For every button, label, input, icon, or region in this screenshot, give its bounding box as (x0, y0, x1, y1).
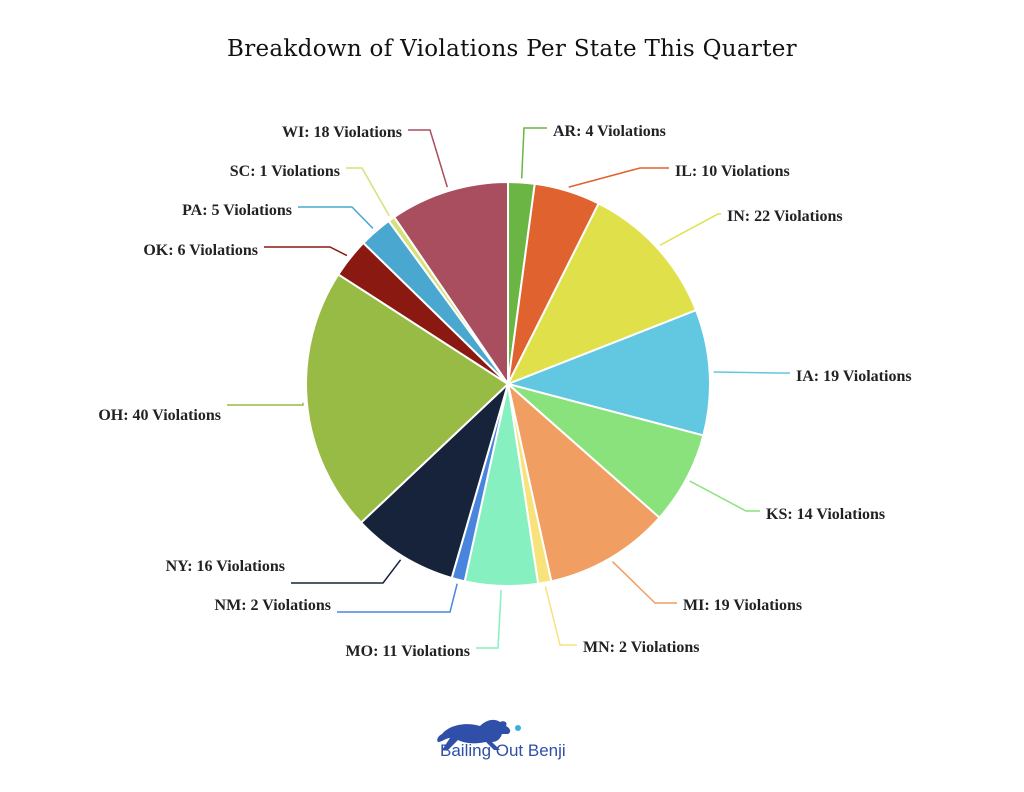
chart-title: Breakdown of Violations Per State This Q… (227, 36, 797, 62)
running-dog-icon (437, 719, 521, 750)
leader-lines (227, 127, 790, 649)
leader-line-ok (264, 246, 348, 257)
slice-labels: AR: 4 Violations IL: 10 Violations IN: 22 … (98, 123, 911, 660)
slice-label-ia: IA: 19 Violations (796, 368, 912, 385)
pie-slice-mi (506, 381, 661, 583)
slice-label-oh: OH: 40 Violations (98, 407, 221, 424)
slice-label-mn: MN: 2 Violations (583, 639, 699, 656)
slice-label-ks: KS: 14 Violations (766, 506, 885, 523)
leader-line-mo (476, 589, 502, 649)
pie-slices (305, 180, 711, 587)
slice-label-il: IL: 10 Violations (675, 163, 790, 180)
leader-line-nm (337, 583, 458, 613)
slice-label-mi: MI: 19 Violations (683, 597, 802, 614)
leader-line-ny (291, 559, 402, 584)
leader-line-in (659, 213, 721, 246)
leader-line-ia (713, 371, 790, 374)
slice-label-ny: NY: 16 Violations (166, 558, 285, 575)
pie-slice-ny (359, 380, 510, 580)
slice-label-pa: PA: 5 Violations (182, 202, 292, 219)
pie-slice-wi (392, 180, 509, 388)
leader-line-sc (346, 167, 390, 217)
pie-slice-in (505, 202, 698, 386)
leader-line-il (568, 167, 669, 188)
slice-label-nm: NM: 2 Violations (215, 597, 331, 614)
leader-line-pa (298, 206, 374, 229)
leader-line-wi (408, 129, 448, 188)
slice-label-sc: SC: 1 Violations (230, 163, 340, 180)
slice-label-ok: OK: 6 Violations (143, 242, 258, 259)
brand-name: Bailing Out Benji (440, 741, 566, 760)
leader-line-ks (689, 480, 760, 512)
leader-line-mn (544, 586, 577, 646)
slice-label-in: IN: 22 Violations (727, 208, 843, 225)
slice-label-mo: MO: 11 Violations (346, 643, 470, 660)
leader-line-mi (611, 561, 677, 604)
leader-line-ar (520, 127, 547, 179)
slice-label-ar: AR: 4 Violations (553, 123, 666, 140)
leader-line-oh (227, 402, 304, 406)
slice-label-wi: WI: 18 Violations (282, 124, 402, 141)
pie-slice-ia (504, 308, 711, 437)
pie-slice-oh (305, 273, 510, 525)
